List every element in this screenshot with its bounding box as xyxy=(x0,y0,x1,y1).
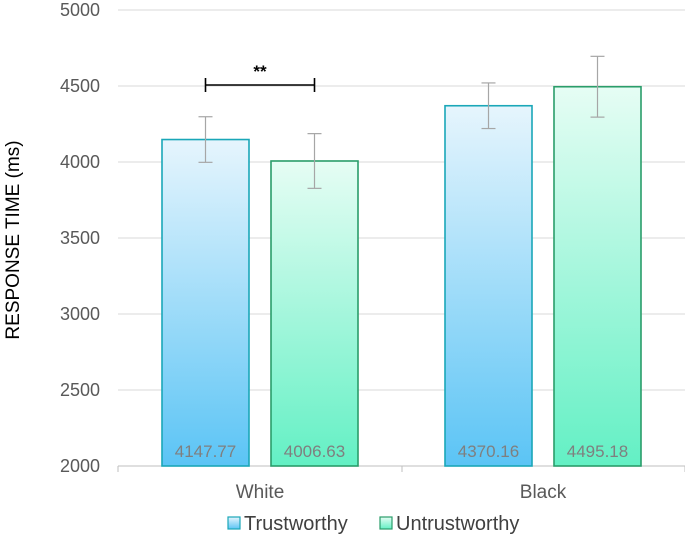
legend-label-trustworthy: Trustworthy xyxy=(244,513,348,535)
y-tick-label: 3000 xyxy=(60,304,100,324)
legend-swatch-untrustworthy xyxy=(379,516,393,530)
bar-black-untrustworthy xyxy=(553,85,642,467)
category-label: White xyxy=(236,482,285,503)
data-label: 4006.63 xyxy=(284,442,345,461)
bar-black-trustworthy xyxy=(444,104,533,467)
bar-white-trustworthy xyxy=(161,138,250,467)
bar-white-untrustworthy xyxy=(270,160,359,467)
data-labels: 4147.77 4006.63 4370.16 4495.18 xyxy=(175,442,628,461)
bars xyxy=(161,85,642,467)
data-label: 4370.16 xyxy=(458,442,519,461)
legend: Trustworthy Untrustworthy xyxy=(227,513,519,535)
error-bars xyxy=(198,55,605,189)
category-label: Black xyxy=(520,482,567,503)
legend-label-untrustworthy: Untrustworthy xyxy=(396,513,519,535)
data-label: 4147.77 xyxy=(175,442,236,461)
y-tick-label: 5000 xyxy=(60,0,100,20)
legend-swatch-trustworthy xyxy=(227,516,241,530)
y-tick-label: 2500 xyxy=(60,380,100,400)
y-tick-label: 4000 xyxy=(60,152,100,172)
y-tick-label: 2000 xyxy=(60,456,100,476)
y-tick-label: 3500 xyxy=(60,228,100,248)
x-axis-categories: White Black xyxy=(236,482,567,503)
significance-stars: ** xyxy=(253,62,267,81)
y-axis-ticks: 2000 2500 3000 3500 4000 4500 5000 xyxy=(60,0,100,476)
y-tick-label: 4500 xyxy=(60,76,100,96)
significance-annotation: ** xyxy=(204,62,316,92)
y-axis-title: RESPONSE TIME (ms) xyxy=(3,140,24,339)
data-label: 4495.18 xyxy=(567,442,628,461)
